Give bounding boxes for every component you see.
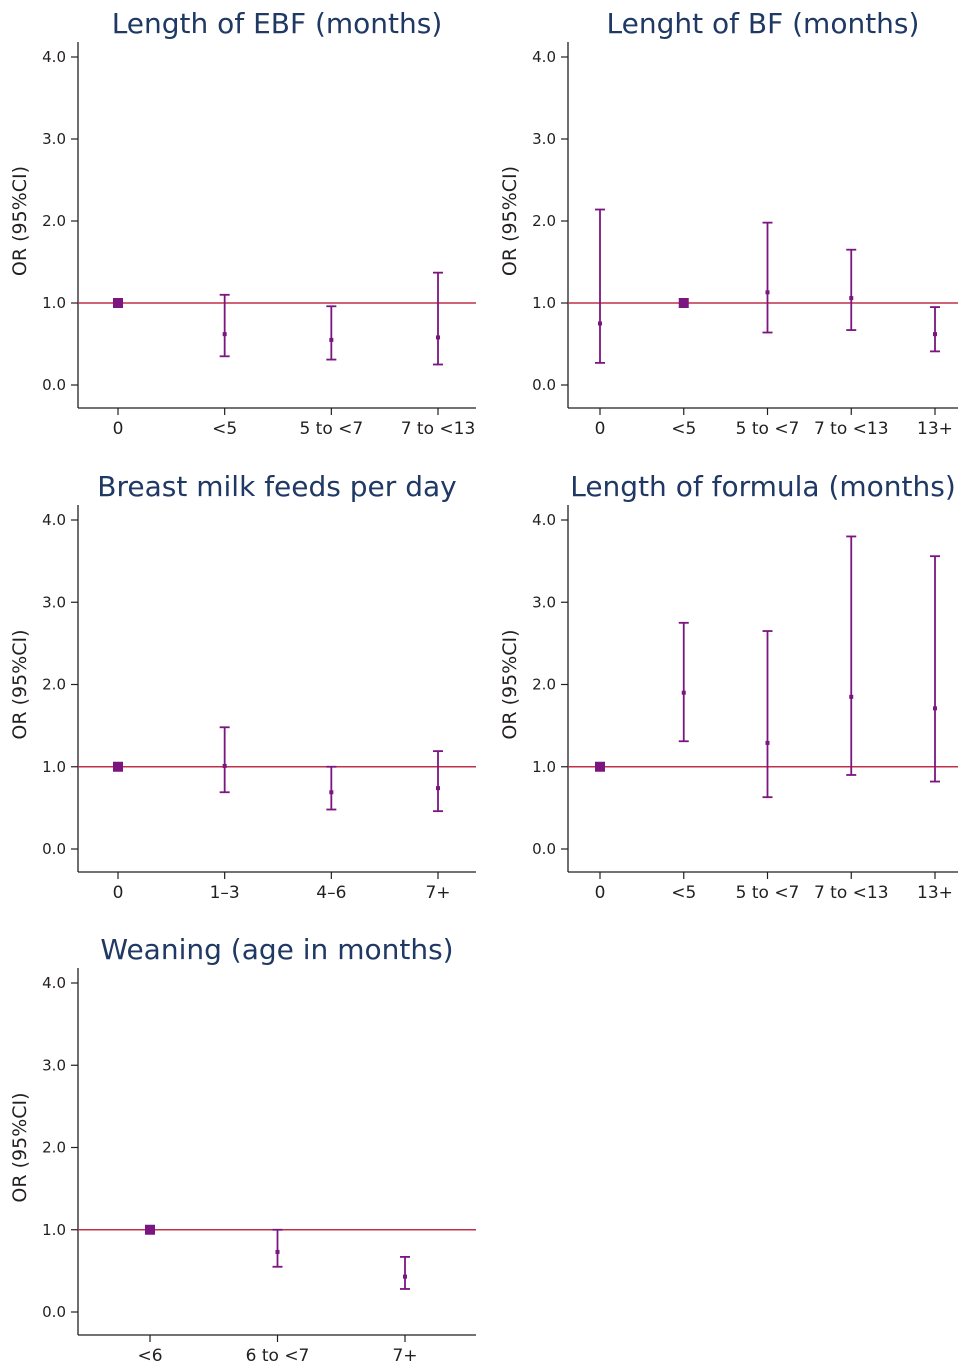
y-tick-label: 0.0: [532, 840, 556, 858]
x-tick-label: 7 to <13: [814, 419, 889, 439]
x-tick-label: <5: [212, 419, 237, 439]
x-tick-label: 0: [595, 883, 606, 903]
y-tick-label: 2.0: [532, 676, 556, 694]
y-axis-label: OR (95%CI): [9, 166, 31, 276]
estimate-point: [222, 763, 227, 768]
x-tick-label: <6: [137, 1346, 162, 1365]
estimate-point: [681, 690, 686, 695]
y-tick-label: 3.0: [532, 593, 556, 611]
x-tick-label: 0: [113, 883, 124, 903]
estimate-point: [222, 332, 227, 337]
y-tick-label: 0.0: [532, 376, 556, 394]
x-tick-label: <5: [671, 883, 696, 903]
chart-title: Breast milk feeds per day: [97, 470, 456, 503]
chart-title: Length of formula (months): [570, 470, 956, 503]
chart-title: Weaning (age in months): [100, 933, 453, 966]
y-axis-label: OR (95%CI): [9, 1092, 31, 1202]
estimate-point: [765, 740, 770, 745]
chart-title: Lenght of BF (months): [607, 7, 920, 40]
estimate-point: [329, 790, 334, 795]
y-tick-label: 4.0: [42, 48, 66, 66]
y-tick-label: 2.0: [42, 676, 66, 694]
chart-panel-5: Weaning (age in months) OR (95%CI) 0.0 1.0 2…: [9, 933, 476, 1365]
chart-panel-3: Breast milk feeds per day OR (95%CI) 0.0 1.…: [9, 470, 476, 903]
x-tick-label: 6 to <7: [246, 1346, 310, 1365]
reference-marker: [113, 761, 123, 772]
y-axis-label: OR (95%CI): [499, 629, 521, 739]
estimate-point: [933, 332, 937, 337]
x-tick-label: 5 to <7: [736, 883, 800, 903]
estimate-point: [436, 786, 440, 791]
x-tick-label: 7 to <13: [814, 883, 889, 903]
x-tick-label: 7 to <13: [401, 419, 476, 439]
estimate-point: [849, 694, 854, 699]
x-tick-label: 13+: [917, 883, 953, 903]
estimate-point: [329, 337, 334, 342]
y-tick-label: 2.0: [42, 1139, 66, 1157]
x-tick-label: 5 to <7: [736, 419, 800, 439]
y-tick-label: 4.0: [42, 974, 66, 992]
chart-title: Length of EBF (months): [112, 7, 443, 40]
x-tick-label: 0: [595, 419, 606, 439]
estimate-point: [849, 296, 854, 301]
y-tick-label: 4.0: [532, 48, 556, 66]
x-tick-label: 0: [113, 419, 124, 439]
y-tick-label: 1.0: [532, 758, 556, 776]
estimate-point: [436, 335, 440, 340]
y-tick-label: 4.0: [532, 511, 556, 529]
estimate-point: [765, 290, 770, 295]
y-tick-label: 3.0: [42, 130, 66, 148]
chart-panel-2: Lenght of BF (months) OR (95%CI) 0.0 1.0 2.0…: [499, 7, 958, 439]
estimate-point: [403, 1274, 407, 1279]
reference-marker: [678, 298, 689, 308]
y-tick-label: 1.0: [42, 1221, 66, 1239]
y-tick-label: 1.0: [532, 294, 556, 312]
x-tick-label: 7+: [392, 1346, 417, 1365]
reference-marker: [113, 298, 123, 308]
x-tick-label: 4–6: [316, 883, 346, 903]
y-tick-label: 3.0: [42, 593, 66, 611]
estimate-point: [275, 1249, 280, 1254]
chart-panel-4: Length of formula (months) OR (95%CI) 0.0 1…: [499, 470, 958, 903]
x-tick-label: 7+: [425, 883, 450, 903]
y-tick-label: 0.0: [42, 376, 66, 394]
y-tick-label: 3.0: [532, 130, 556, 148]
estimate-point: [933, 706, 937, 711]
reference-marker: [595, 761, 605, 772]
y-axis-label: OR (95%CI): [9, 629, 31, 739]
y-tick-label: 2.0: [532, 212, 556, 230]
y-tick-label: 1.0: [42, 758, 66, 776]
chart-panel-1: Length of EBF (months) OR (95%CI) 0.0 1.0 2.…: [9, 7, 476, 439]
x-tick-label: 13+: [917, 419, 953, 439]
estimate-point: [598, 321, 602, 326]
y-tick-label: 2.0: [42, 212, 66, 230]
y-tick-label: 0.0: [42, 1303, 66, 1321]
x-tick-label: 1–3: [210, 883, 240, 903]
y-tick-label: 1.0: [42, 294, 66, 312]
y-tick-label: 3.0: [42, 1056, 66, 1074]
y-tick-label: 4.0: [42, 511, 66, 529]
y-tick-label: 0.0: [42, 840, 66, 858]
reference-marker: [145, 1224, 155, 1235]
x-tick-label: 5 to <7: [299, 419, 363, 439]
y-axis-label: OR (95%CI): [499, 166, 521, 276]
x-tick-label: <5: [671, 419, 696, 439]
